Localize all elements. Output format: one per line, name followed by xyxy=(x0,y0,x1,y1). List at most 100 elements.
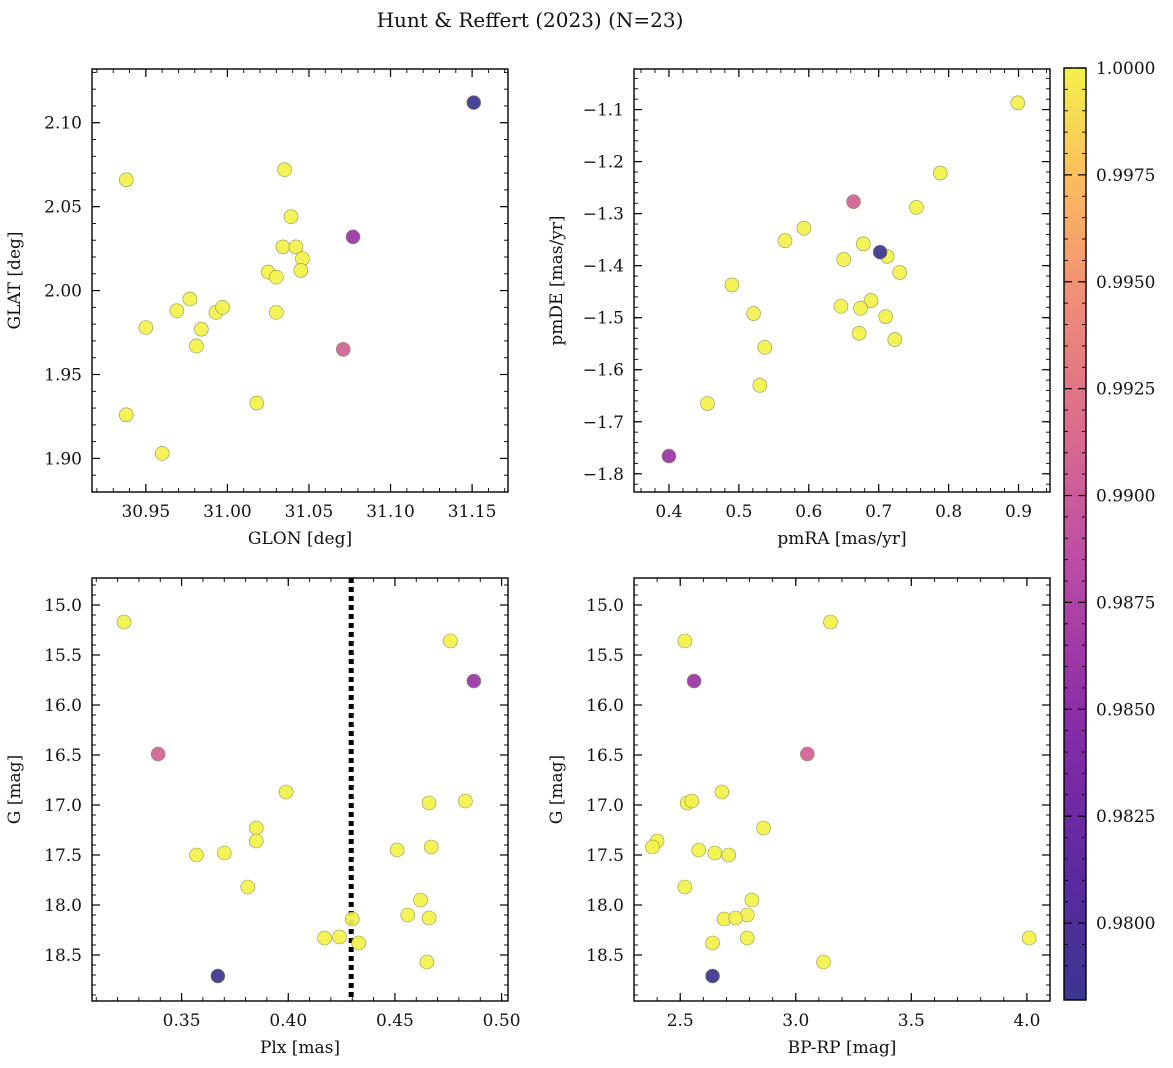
plot-frame xyxy=(91,577,509,1002)
data-point xyxy=(853,301,868,316)
panel-plx-g: 0.35 0.40 0.45 0.50 15.0 15.5 16.0 16.5 17.0 17.5… xyxy=(5,577,521,1058)
data-point xyxy=(752,378,768,393)
data-point xyxy=(800,746,815,762)
data-point xyxy=(887,332,903,347)
x-tick-label: 31.05 xyxy=(285,502,334,522)
data-point xyxy=(150,746,166,762)
data-point xyxy=(248,833,264,849)
x-tick-label: 0.50 xyxy=(483,1011,521,1031)
x-tick-label: 30.95 xyxy=(121,502,170,522)
colorbar-tick-label: 0.9875 xyxy=(1096,593,1155,613)
plot-frame xyxy=(91,68,509,493)
y-axis-label: GLAT [deg] xyxy=(5,231,25,329)
y-tick-label: 15.0 xyxy=(44,596,82,616)
colorbar-gradient xyxy=(1064,68,1086,1000)
x-tick-label: 4.0 xyxy=(1013,1011,1040,1031)
data-point xyxy=(116,614,132,630)
data-point xyxy=(756,820,771,836)
data-point xyxy=(851,326,867,341)
data-point xyxy=(458,793,473,809)
x-tick-label: 31.10 xyxy=(366,502,415,522)
x-tick-label: 3.5 xyxy=(898,1011,925,1031)
data-point xyxy=(400,907,416,923)
colorbar-tick-label: 0.9975 xyxy=(1096,166,1155,186)
data-point xyxy=(317,930,332,946)
x-tick-label: 31.15 xyxy=(448,502,497,522)
data-point xyxy=(744,892,760,908)
data-point xyxy=(878,309,893,324)
panels: 30.95 31.00 31.05 31.10 31.15 1.90 1.95 2.00 2.0… xyxy=(5,68,1051,1058)
data-point xyxy=(757,340,773,355)
data-point xyxy=(248,820,264,836)
y-tick-label: 18.0 xyxy=(586,896,624,916)
data-point xyxy=(677,879,693,895)
x-axis-label: pmRA [mas/yr] xyxy=(777,529,906,549)
data-point xyxy=(269,305,284,320)
data-point xyxy=(721,847,737,863)
y-tick-label: 2.10 xyxy=(44,114,82,134)
data-point xyxy=(705,968,720,984)
y-tick-label: −1.6 xyxy=(583,361,624,381)
data-point xyxy=(691,842,707,858)
data-point xyxy=(419,954,435,970)
data-point xyxy=(240,879,256,895)
colorbar-tick-label: 0.9825 xyxy=(1096,807,1155,827)
y-tick-label: −1.2 xyxy=(583,153,624,173)
y-tick-label: 1.90 xyxy=(44,449,82,469)
y-tick-label: 17.5 xyxy=(44,846,82,866)
data-point xyxy=(293,263,309,278)
colorbar-tick-label: 0.9950 xyxy=(1096,273,1155,293)
data-point xyxy=(154,446,170,461)
data-point xyxy=(816,954,831,970)
data-point xyxy=(856,236,871,252)
data-point xyxy=(275,239,291,255)
data-point xyxy=(335,342,351,357)
x-axis-label: GLON [deg] xyxy=(248,529,352,549)
data-point xyxy=(169,303,185,319)
y-tick-label: 15.5 xyxy=(586,646,624,666)
data-point xyxy=(909,200,924,215)
y-tick-label: 15.0 xyxy=(586,596,624,616)
x-tick-label: 0.40 xyxy=(269,1011,307,1031)
x-tick-label: 0.5 xyxy=(725,502,752,522)
data-point xyxy=(138,320,154,335)
data-point xyxy=(739,930,755,946)
data-point xyxy=(707,845,723,861)
data-point xyxy=(278,784,294,800)
data-point xyxy=(724,277,740,293)
data-point xyxy=(413,892,428,908)
x-tick-label: 0.45 xyxy=(376,1011,414,1031)
figure-title: Hunt & Reffert (2023) (N=23) xyxy=(377,8,684,32)
data-point xyxy=(269,269,284,285)
y-tick-label: 2.05 xyxy=(44,198,82,218)
data-point xyxy=(686,673,702,689)
y-tick-label: 17.5 xyxy=(586,846,624,866)
y-axis-label: G [mag] xyxy=(547,755,567,824)
data-point xyxy=(288,239,304,255)
panel-glon-glat: 30.95 31.00 31.05 31.10 31.15 1.90 1.95 2.00 2.0… xyxy=(5,68,509,549)
panel-bprp-g: 2.5 3.0 3.5 4.0 15.0 15.5 16.0 16.5 17.0 17.5 18.0… xyxy=(547,577,1051,1058)
data-point xyxy=(389,842,405,858)
data-point xyxy=(466,95,482,110)
data-point xyxy=(872,244,888,260)
x-axis-label: Plx [mas] xyxy=(260,1038,340,1058)
data-point xyxy=(215,300,230,315)
y-tick-label: 18.5 xyxy=(44,946,82,966)
y-tick-label: 15.5 xyxy=(44,646,82,666)
y-tick-label: −1.7 xyxy=(583,413,624,433)
x-tick-label: 0.9 xyxy=(1005,502,1032,522)
data-point xyxy=(746,306,761,321)
data-point xyxy=(728,910,743,926)
x-tick-label: 0.6 xyxy=(795,502,822,522)
y-tick-label: −1.5 xyxy=(583,309,624,329)
data-point xyxy=(332,929,347,945)
y-tick-label: 1.95 xyxy=(44,366,82,386)
data-point xyxy=(344,911,360,927)
x-tick-label: 31.00 xyxy=(203,502,252,522)
data-point xyxy=(700,396,715,411)
x-tick-label: 0.8 xyxy=(935,502,962,522)
data-point xyxy=(189,338,204,354)
x-tick-label: 0.35 xyxy=(163,1011,201,1031)
data-point xyxy=(684,793,700,809)
